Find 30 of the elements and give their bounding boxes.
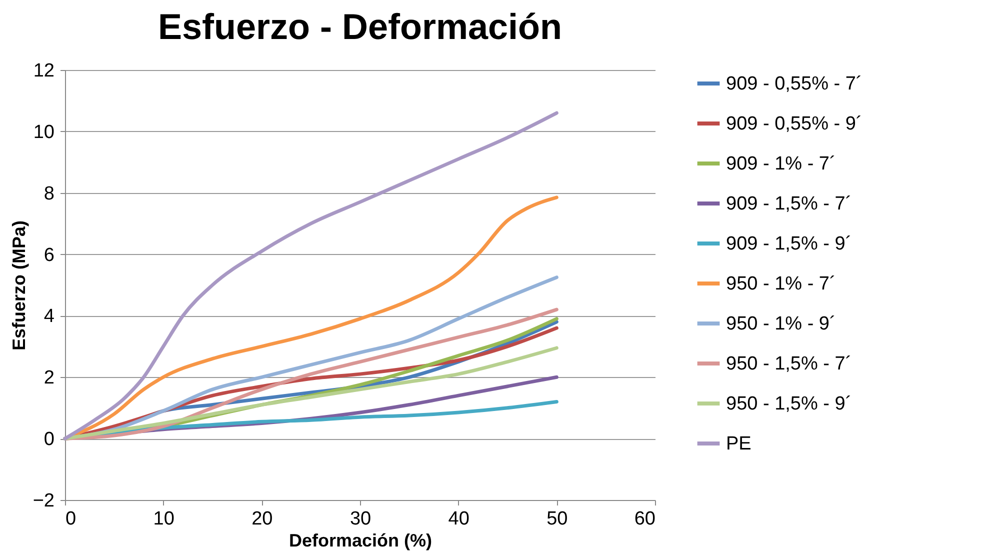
x-tick-label: 60 bbox=[634, 508, 656, 530]
y-tick-label: 10 bbox=[33, 122, 54, 143]
chart-title: Esfuerzo - Deformación bbox=[158, 6, 562, 47]
legend-label: 950 - 1,5% - 7´ bbox=[726, 354, 852, 374]
x-tick-label: 0 bbox=[66, 508, 76, 530]
y-tick-label: 12 bbox=[33, 60, 54, 82]
legend-label: 909 - 1,5% - 9´ bbox=[726, 234, 852, 254]
legend-label: 909 - 1% - 7´ bbox=[726, 154, 836, 174]
y-tick-label: −2 bbox=[32, 490, 54, 512]
legend-label: 909 - 1,5% - 7´ bbox=[726, 194, 852, 214]
y-tick-label: 6 bbox=[44, 244, 54, 266]
legend-label: PE bbox=[726, 434, 752, 454]
line-series bbox=[63, 346, 558, 440]
line-series bbox=[63, 111, 558, 440]
legend-label: 909 - 0,55% - 9´ bbox=[726, 114, 862, 134]
legend-label: 950 - 1,5% - 9´ bbox=[726, 394, 852, 414]
x-axis-title: Deformación (%) bbox=[288, 530, 432, 550]
y-tick-label: 0 bbox=[44, 429, 54, 450]
y-tick-label: 8 bbox=[44, 183, 54, 204]
x-tick-label: 10 bbox=[153, 508, 174, 530]
x-tick-label: 20 bbox=[252, 508, 273, 530]
legend-label: 950 - 1% - 7´ bbox=[726, 274, 836, 294]
y-tick-label: 4 bbox=[44, 306, 55, 328]
legend-label: 909 - 0,55% - 7´ bbox=[726, 74, 862, 94]
legend-label: 950 - 1% - 9´ bbox=[726, 314, 836, 334]
y-axis-title: Esfuerzo (MPa) bbox=[8, 220, 29, 351]
x-tick-label: 50 bbox=[546, 508, 568, 530]
x-tick-label: 40 bbox=[448, 508, 470, 530]
x-tick-label: 30 bbox=[350, 508, 372, 530]
y-tick-label: 2 bbox=[44, 368, 54, 389]
